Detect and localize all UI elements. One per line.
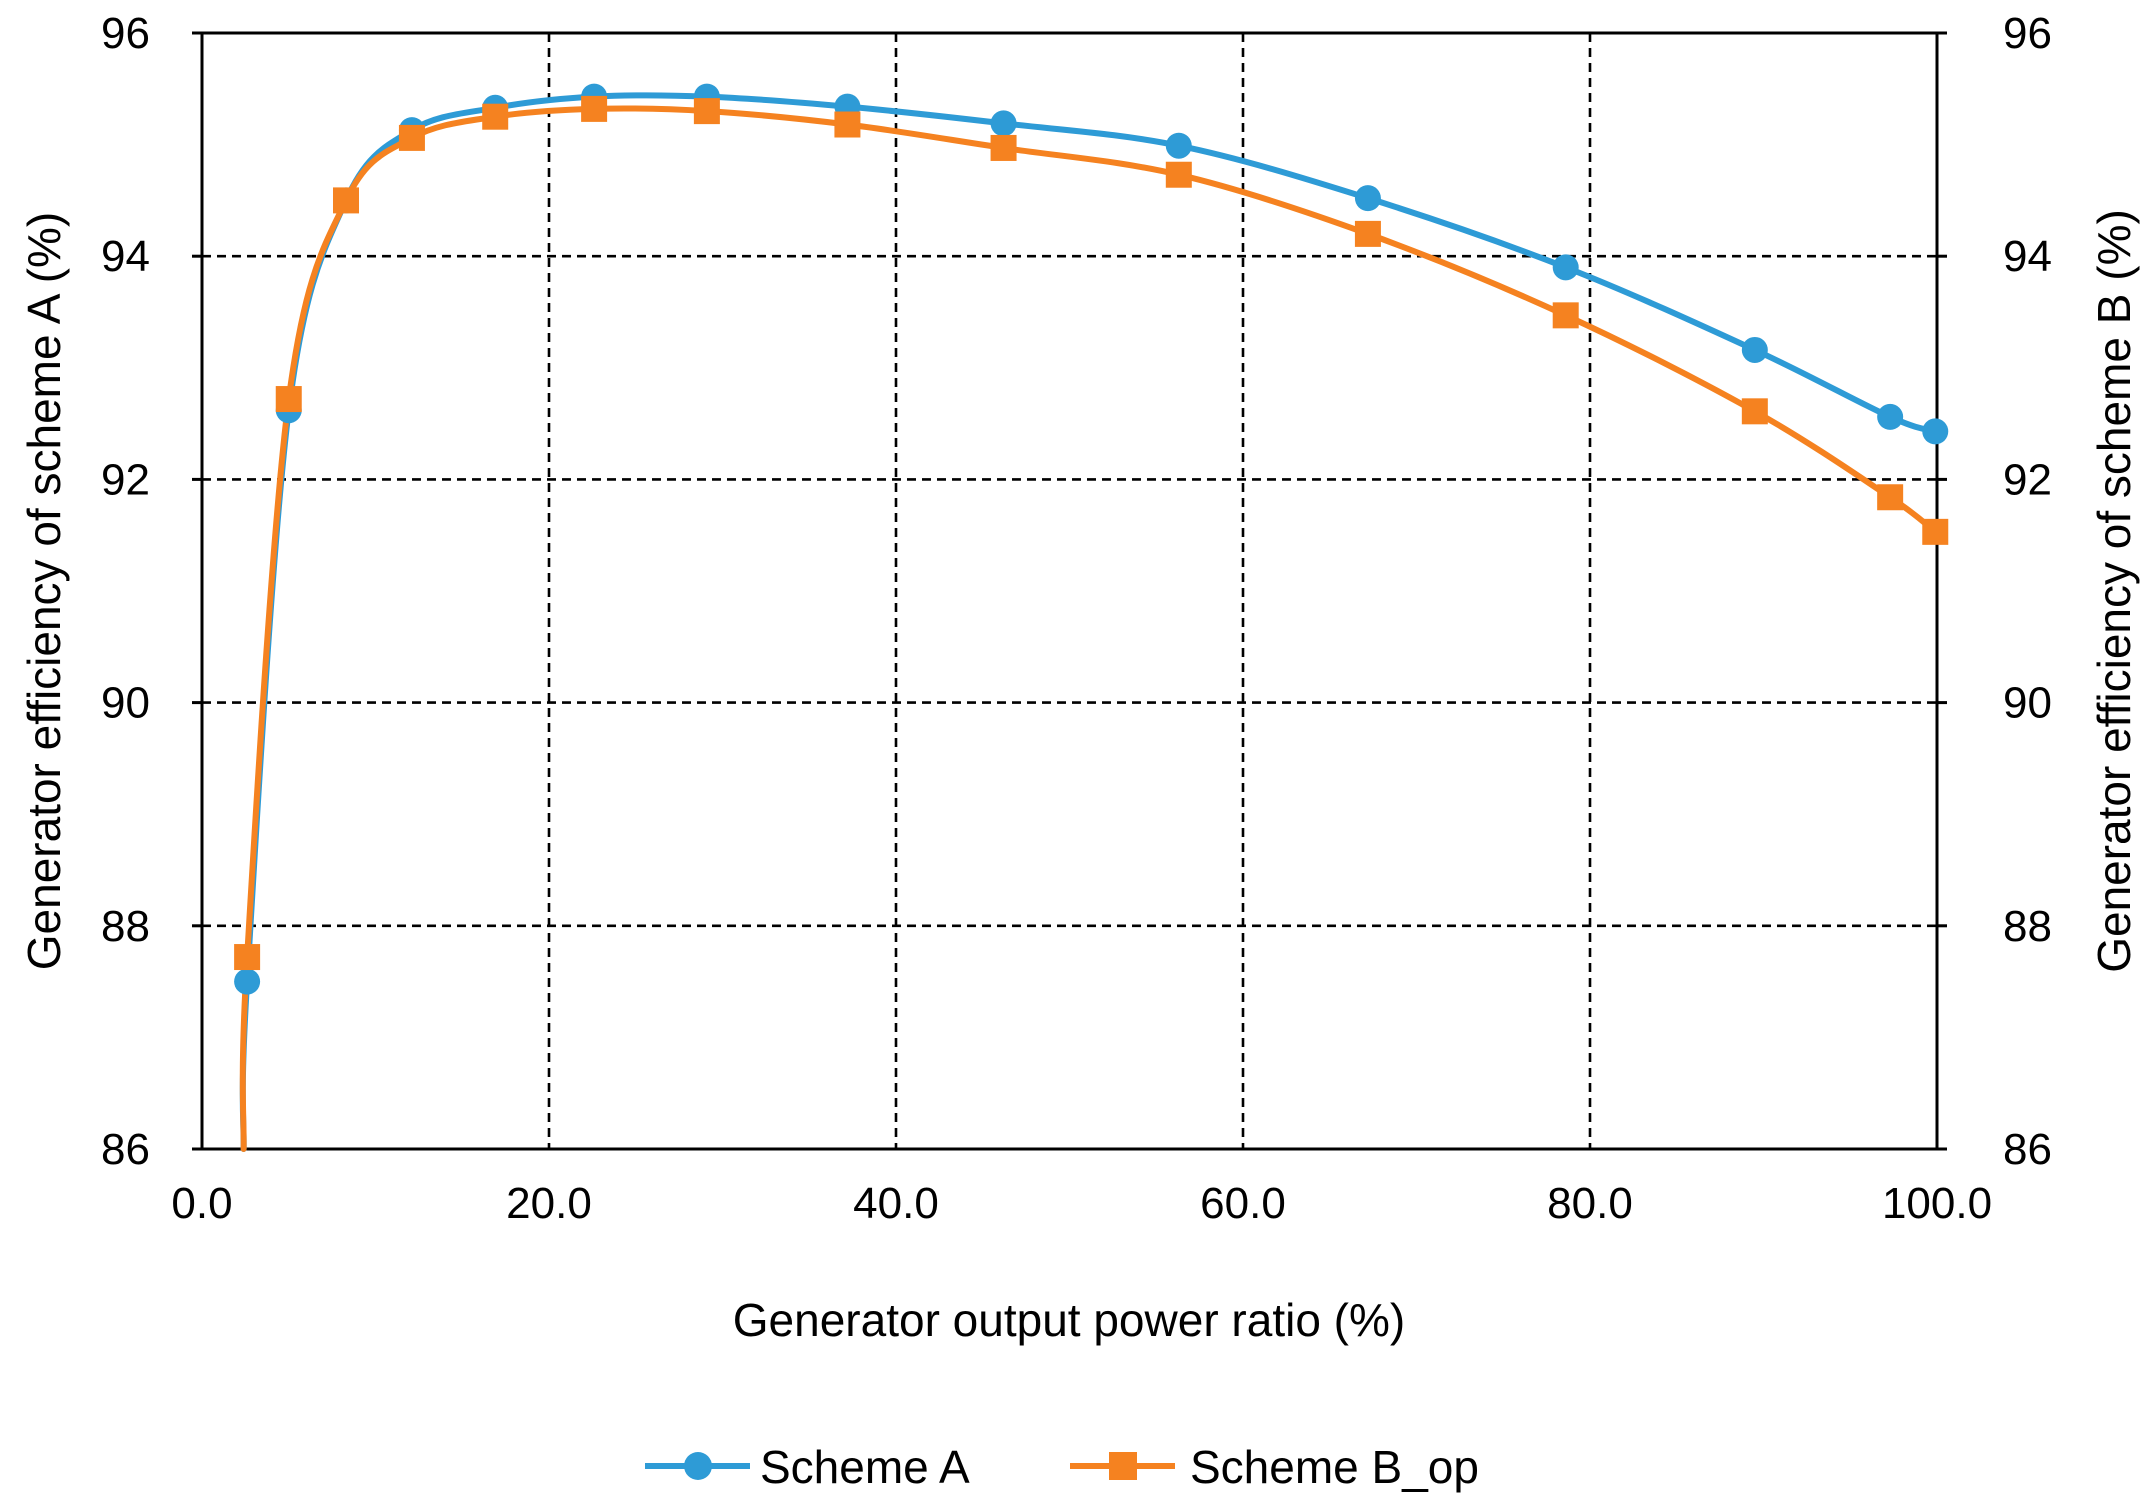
legend: Scheme A Scheme B_op: [645, 1441, 1479, 1493]
data-point-scheme-a: [1877, 403, 1904, 430]
data-point-scheme-a: [1354, 185, 1381, 212]
data-point-scheme-b-op: [834, 111, 861, 138]
y-tick-label-left: 96: [101, 9, 150, 58]
data-point-scheme-b-op: [1741, 398, 1768, 425]
data-point-scheme-b-op: [398, 124, 425, 151]
y-tick-label-right: 94: [2003, 232, 2052, 281]
y-axis-title-right: Generator efficiency of scheme B (%): [2088, 209, 2140, 973]
data-point-scheme-b-op: [1552, 302, 1579, 329]
data-point-scheme-b-op: [693, 98, 720, 125]
data-point-scheme-a: [1922, 418, 1949, 445]
y-tick-label-left: 90: [101, 679, 150, 728]
y-tick-label-left: 94: [101, 232, 150, 281]
x-tick-label: 40.0: [853, 1179, 939, 1228]
y-tick-label-right: 92: [2003, 455, 2052, 504]
series-layer: [234, 83, 1949, 1152]
legend-item-scheme-a: Scheme A: [645, 1441, 970, 1493]
legend-marker-square: [1109, 1452, 1137, 1480]
data-point-scheme-a: [1552, 254, 1579, 281]
plot-frame: [200, 31, 1939, 1151]
data-point-scheme-b-op: [581, 95, 608, 122]
x-tick-label: 80.0: [1547, 1179, 1633, 1228]
x-tick-label: 20.0: [506, 1179, 592, 1228]
data-point-scheme-b-op: [482, 103, 509, 130]
y-tick-label-left: 86: [101, 1125, 150, 1174]
data-point-scheme-a: [990, 110, 1017, 137]
legend-label-scheme-b-op: Scheme B_op: [1190, 1441, 1479, 1493]
data-point-scheme-b-op: [1165, 161, 1192, 188]
data-point-scheme-b-op: [234, 944, 261, 971]
y-tick-label-left: 88: [101, 902, 150, 951]
legend-label-scheme-a: Scheme A: [760, 1441, 970, 1493]
legend-item-scheme-b-op: Scheme B_op: [1070, 1441, 1479, 1493]
y-tick-label-right: 90: [2003, 679, 2052, 728]
data-point-scheme-b-op: [990, 134, 1017, 161]
y-tick-label-left: 92: [101, 455, 150, 504]
x-tick-label: 100.0: [1882, 1179, 1992, 1228]
data-point-scheme-b-op: [333, 187, 360, 214]
series-line-scheme-b-op: [239, 105, 1939, 1152]
y-tick-label-right: 88: [2003, 902, 2052, 951]
x-axis-title: Generator output power ratio (%): [733, 1294, 1405, 1346]
data-point-scheme-a: [1165, 132, 1192, 159]
data-point-scheme-b-op: [1877, 484, 1904, 511]
data-point-scheme-b-op: [1354, 220, 1381, 247]
grid-lines: [202, 33, 1937, 1149]
x-tick-label: 0.0: [171, 1179, 232, 1228]
y-axis-title-left: Generator efficiency of scheme A (%): [18, 212, 70, 971]
data-point-scheme-b-op: [1922, 518, 1949, 545]
y-tick-label-right: 86: [2003, 1125, 2052, 1174]
y-tick-label-right: 96: [2003, 9, 2052, 58]
data-point-scheme-a: [234, 968, 261, 995]
legend-marker-circle: [684, 1452, 712, 1480]
data-point-scheme-a: [1741, 336, 1768, 363]
x-tick-label: 60.0: [1200, 1179, 1286, 1228]
series-line-scheme-a: [239, 92, 1939, 1152]
data-point-scheme-b-op: [275, 386, 302, 413]
